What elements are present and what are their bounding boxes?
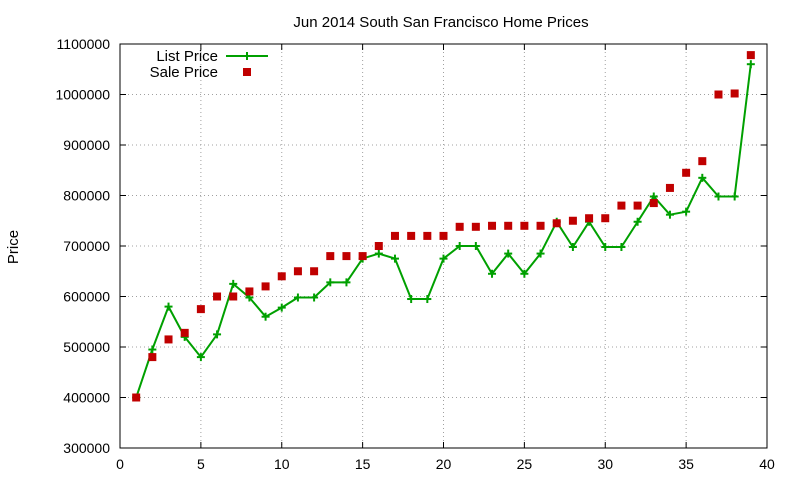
y-tick-label: 1100000 [57, 36, 111, 52]
plot-frame [119, 43, 768, 449]
x-tick-label: 0 [116, 456, 124, 472]
sale-price-point [698, 157, 707, 166]
sale-price-point [180, 328, 189, 337]
sale-price-point [682, 168, 691, 177]
sale-price-point [455, 222, 464, 231]
sale-price-point [601, 214, 610, 223]
legend-label-list-price: List Price [156, 48, 218, 65]
series-layer [132, 51, 755, 402]
x-tick-label: 40 [759, 456, 775, 472]
sale-price-point [293, 267, 302, 276]
sale-price-point [213, 292, 222, 301]
x-tick-label: 35 [678, 456, 694, 472]
sale-price-point [617, 201, 626, 210]
axis-ticks: 0 5 10 15 20 25 30 35 40 300000 400000 500000 600000… [55, 36, 775, 472]
y-tick-label: 800000 [63, 188, 110, 204]
sale-price-point [568, 216, 577, 225]
sale-price-point [746, 51, 755, 60]
sale-price-point [229, 292, 238, 301]
sale-price-point [261, 282, 270, 291]
sale-price-point [585, 214, 594, 223]
sale-price-point [407, 231, 416, 240]
x-tick-label: 30 [597, 456, 613, 472]
sale-price-point [649, 199, 658, 208]
sale-price-point [326, 252, 335, 261]
y-tick-label: 400000 [63, 390, 110, 406]
sale-price-point [342, 252, 351, 261]
sale-price-point [132, 393, 141, 402]
sale-price-point [633, 201, 642, 210]
y-tick-label: 500000 [63, 339, 110, 355]
chart-title: Jun 2014 South San Francisco Home Prices [293, 14, 588, 31]
sale-price-point [358, 252, 367, 261]
sale-price-point [148, 353, 157, 362]
legend-swatch-sale-price [243, 68, 251, 76]
y-tick-label: 900000 [63, 137, 110, 153]
sale-price-point [196, 305, 205, 314]
y-tick-label: 700000 [63, 238, 110, 254]
sale-price-point [245, 287, 254, 296]
grid-lines [120, 44, 767, 448]
sale-price-point [552, 219, 561, 228]
sale-price-point [665, 183, 674, 192]
x-tick-label: 10 [274, 456, 290, 472]
y-tick-label: 300000 [63, 440, 110, 456]
sale-price-point [520, 221, 529, 230]
sale-price-point [536, 221, 545, 230]
sale-price-point [374, 242, 383, 250]
sale-price-point [423, 231, 432, 240]
legend-label-sale-price: Sale Price [150, 64, 218, 81]
y-tick-label: 1000000 [55, 87, 110, 103]
sale-price-point [310, 267, 319, 276]
sale-price-point [164, 335, 173, 344]
x-tick-label: 5 [197, 456, 205, 472]
sale-price-point [277, 272, 286, 281]
sale-price-point [439, 231, 448, 240]
x-tick-label: 15 [355, 456, 371, 472]
sale-price-point [471, 222, 480, 231]
sale-price-point [714, 90, 723, 99]
y-axis-label: Price [5, 230, 22, 264]
sale-price-point [390, 231, 399, 240]
x-tick-label: 20 [436, 456, 452, 472]
y-tick-label: 600000 [63, 289, 110, 305]
sale-price-point [488, 221, 497, 230]
x-tick-label: 25 [517, 456, 533, 472]
sale-price-point [730, 89, 739, 98]
sale-price-point [504, 221, 513, 230]
